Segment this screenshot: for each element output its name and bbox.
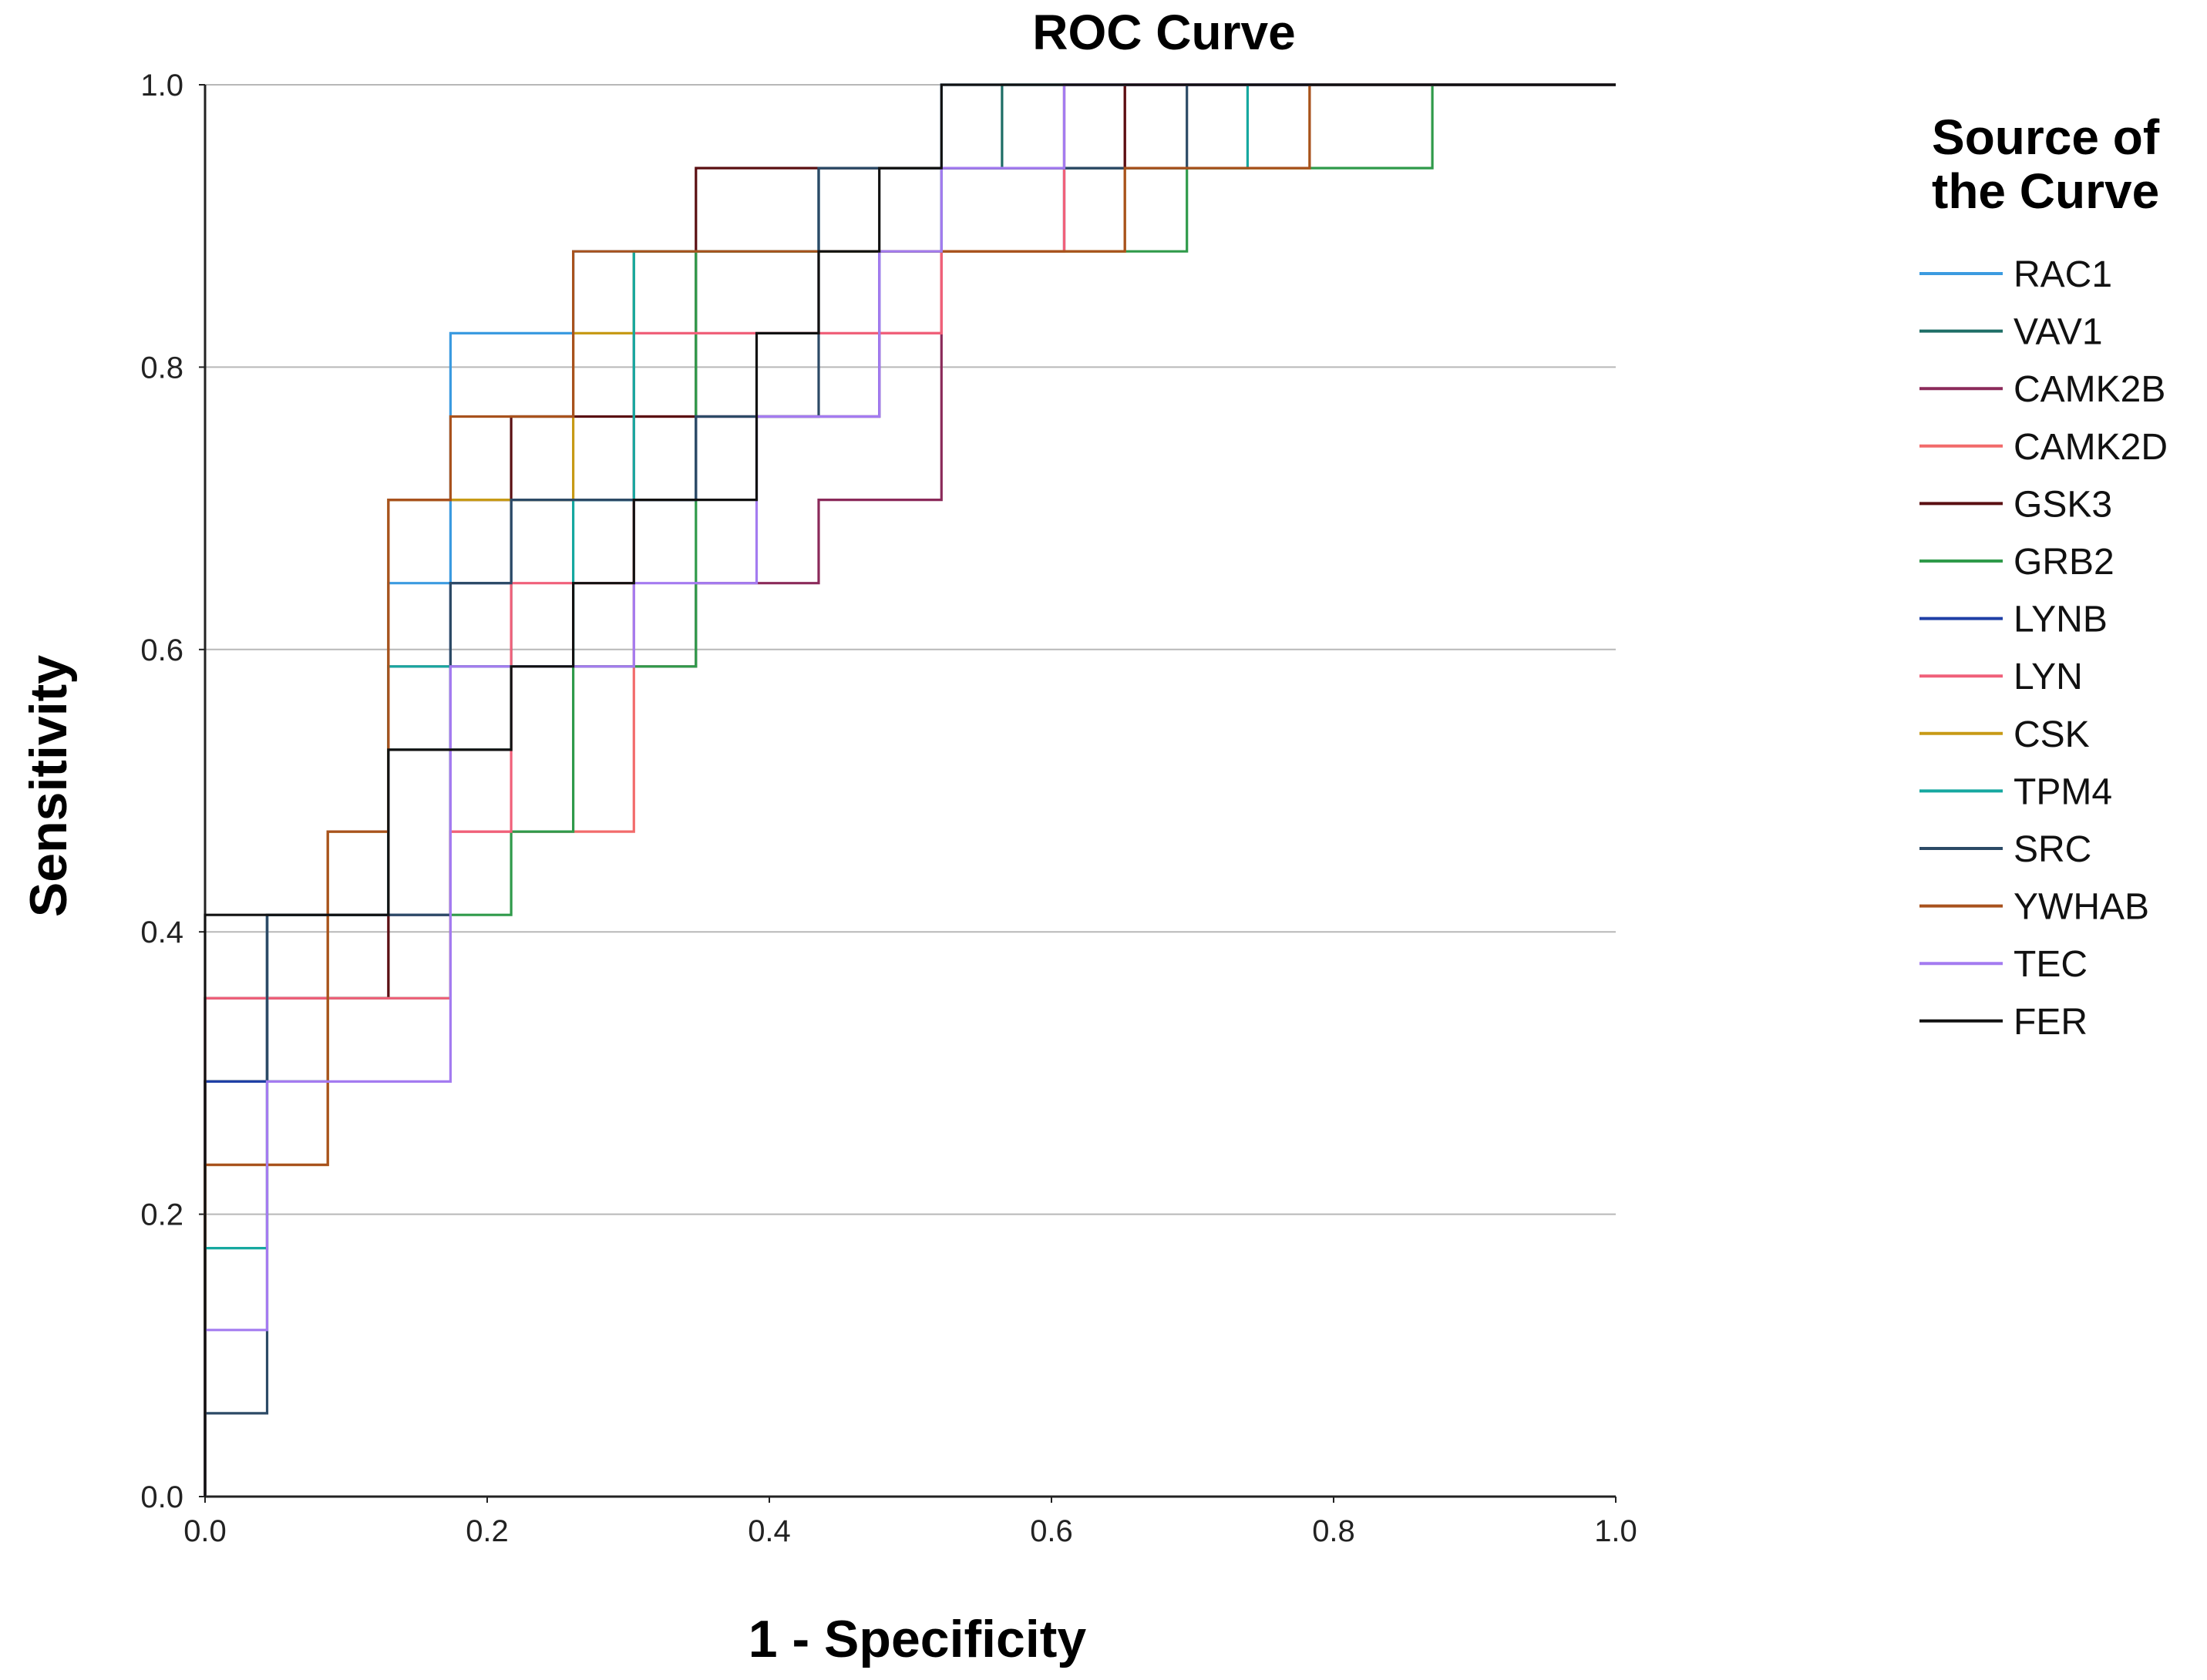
y-axis-title: Sensitivity	[19, 655, 78, 917]
series-line-tec	[204, 83, 1616, 1497]
series-line-fer	[204, 83, 1616, 1497]
x-tick-label-3: 0.6	[1030, 1514, 1073, 1548]
series-line-ywhab	[204, 83, 1616, 1497]
y-tick-label-2: 0.4	[140, 916, 183, 949]
legend-label-src: SRC	[2014, 829, 2091, 870]
x-tick-label-4: 0.8	[1312, 1514, 1355, 1548]
x-tick-label-1: 0.2	[466, 1514, 509, 1548]
x-tick-labels: 0.0 0.2 0.4 0.6 0.8 1.0	[183, 1497, 1637, 1548]
legend-label-grb2: GRB2	[2014, 542, 2114, 583]
legend-label-fer: FER	[2014, 1002, 2088, 1043]
legend-items: RAC1 VAV1 CAMK2B CAMK2D GSK3 GRB2 LYNB LYN CSK TP…	[1919, 254, 2168, 1043]
legend-title-line-2: the Curve	[1932, 163, 2159, 219]
y-tick-label-1: 0.2	[140, 1198, 183, 1232]
x-axis-title: 1 - Specificity	[749, 1610, 1087, 1668]
chart-title: ROC Curve	[1032, 5, 1295, 60]
x-tick-label-5: 1.0	[1594, 1514, 1637, 1548]
legend-title-line-1: Source of	[1932, 109, 2160, 165]
legend-label-vav1: VAV1	[2014, 312, 2103, 353]
y-tick-label-4: 0.8	[140, 351, 183, 385]
legend-label-camk2d: CAMK2D	[2014, 427, 2168, 468]
y-tick-label-3: 0.6	[140, 633, 183, 667]
legend-label-camk2b: CAMK2B	[2014, 369, 2165, 410]
x-tick-label-0: 0.0	[183, 1514, 227, 1548]
y-tick-label-0: 0.0	[140, 1480, 183, 1514]
legend-label-gsk3: GSK3	[2014, 484, 2112, 525]
legend-label-rac1: RAC1	[2014, 254, 2112, 295]
gridlines	[205, 84, 1616, 1215]
legend: Source of the Curve RAC1 VAV1 CAMK2B CAMK2D…	[1919, 109, 2168, 1043]
legend-label-tpm4: TPM4	[2014, 771, 2112, 812]
series-lines	[204, 83, 1616, 1497]
y-tick-label-5: 1.0	[140, 69, 183, 102]
legend-label-lynb: LYNB	[2014, 600, 2108, 640]
y-tick-labels: 0.0 0.2 0.4 0.6 0.8 1.0	[140, 69, 205, 1514]
legend-label-ywhab: YWHAB	[2014, 887, 2149, 928]
x-tick-label-2: 0.4	[748, 1514, 791, 1548]
legend-label-tec: TEC	[2014, 944, 2088, 985]
legend-label-csk: CSK	[2014, 714, 2090, 755]
legend-label-lyn: LYN	[2014, 657, 2083, 697]
